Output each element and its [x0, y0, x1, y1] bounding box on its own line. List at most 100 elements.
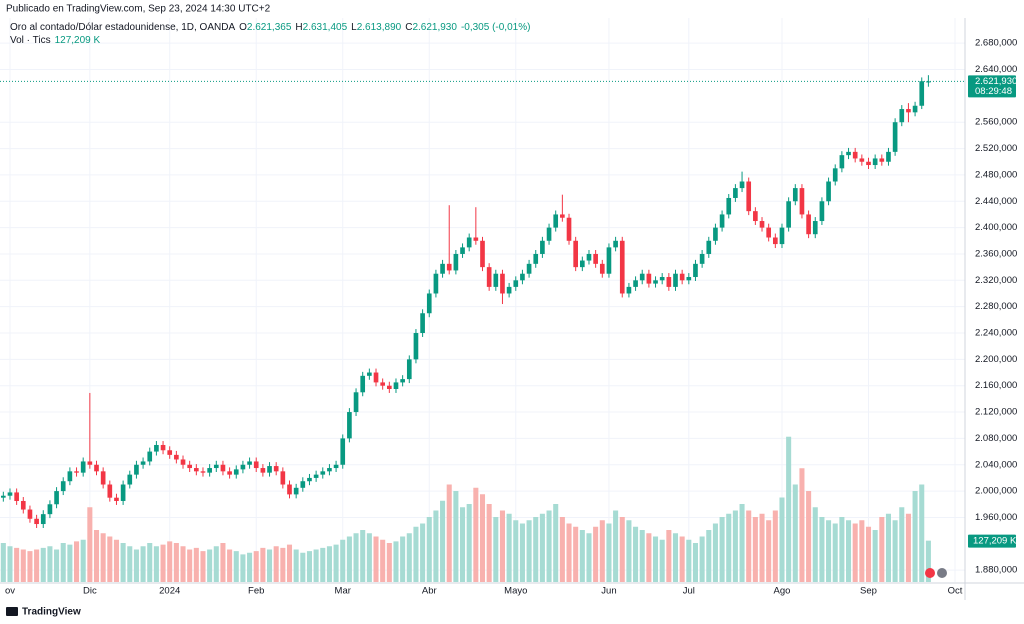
candle-body	[114, 497, 119, 501]
volume-bar	[726, 513, 732, 582]
volume-bar	[732, 510, 738, 582]
candle-body	[513, 280, 519, 287]
volume-bar	[306, 551, 312, 582]
volume-bar	[426, 517, 432, 582]
legend-key: L	[351, 22, 357, 33]
candle-body	[440, 263, 445, 274]
volume-bar	[47, 546, 53, 582]
candle-body	[200, 471, 206, 473]
volume-bar	[286, 544, 293, 582]
volume-bar	[859, 520, 865, 582]
logo-mark	[6, 607, 18, 616]
volume-bar	[759, 513, 765, 582]
y-tick-label: 2.040,000	[975, 459, 1017, 470]
candle-body	[74, 471, 79, 473]
candle-body	[287, 484, 292, 495]
volume-bar	[380, 539, 386, 582]
volume-bar	[533, 517, 539, 582]
volume-bar	[460, 507, 466, 582]
volume-bar	[806, 491, 812, 582]
volume-bar	[440, 500, 446, 582]
volume-bar	[633, 526, 639, 582]
axes: 1.880,000 1.960,000 2.000,000 2.040,000 2.08…	[5, 38, 1017, 597]
volume-bar	[7, 546, 13, 582]
candle-body	[167, 450, 173, 455]
volume-bar	[766, 520, 772, 582]
candle-body	[307, 477, 312, 482]
y-tick-label: 2.240,000	[975, 328, 1017, 339]
candle-body	[872, 158, 878, 166]
volume-bar	[167, 541, 173, 582]
candle-body	[120, 484, 126, 501]
candle-body	[786, 201, 791, 228]
volume-bar	[453, 491, 459, 582]
candle-body	[912, 105, 918, 113]
volume-bar	[273, 546, 279, 582]
candle-body	[360, 375, 366, 393]
volume-bar	[240, 554, 246, 582]
volume-bar	[187, 549, 193, 582]
volume-bar	[313, 549, 319, 582]
volume-bar	[147, 543, 153, 582]
volume-bar	[227, 549, 233, 582]
volume-bar	[60, 543, 66, 582]
candle-body	[673, 273, 678, 287]
volume-bar	[100, 533, 106, 582]
volume-bar	[213, 546, 219, 582]
candle-body	[906, 109, 911, 113]
candle-body	[566, 217, 572, 241]
candle-body	[579, 260, 585, 268]
candle-body	[40, 514, 46, 525]
volume-bar	[247, 552, 253, 582]
candle-body	[846, 151, 851, 156]
candle-body	[253, 461, 259, 469]
volume-bar	[706, 530, 712, 582]
volume-bar	[646, 533, 652, 582]
y-tick-label: 2.200,000	[975, 354, 1017, 365]
x-tick-label: Ago	[774, 586, 791, 597]
candle-body	[380, 382, 386, 386]
candle-body	[220, 464, 226, 472]
candle-body	[646, 273, 652, 284]
candle-body	[546, 227, 552, 241]
candle-body	[693, 263, 698, 278]
volume-tag-label: 127,209 K	[973, 536, 1017, 547]
candle-body	[207, 468, 212, 473]
volume-bar	[127, 546, 133, 582]
candle-body	[619, 240, 625, 294]
candle-body	[553, 214, 559, 228]
candle-body	[107, 484, 113, 498]
candle-body	[327, 468, 332, 472]
volume-bar	[233, 551, 239, 582]
candle-body	[666, 277, 672, 287]
candle-body	[726, 197, 732, 215]
volume-bar	[666, 530, 672, 582]
volume-bar	[559, 517, 565, 582]
volume-tag	[968, 534, 1016, 548]
candle-body	[280, 471, 286, 485]
candle-body	[227, 471, 232, 475]
volume-bar	[566, 523, 572, 582]
candle-body	[859, 158, 865, 162]
candle-body	[599, 263, 605, 274]
y-tick-label: 2.160,000	[975, 380, 1017, 391]
y-tick-label: 2.400,000	[975, 222, 1017, 233]
volume-bar	[499, 510, 505, 582]
candle-body	[160, 444, 166, 451]
candle-layer	[0, 75, 965, 528]
candle-body	[67, 471, 73, 482]
volume-value: 127,209 K	[55, 35, 101, 46]
volume-bar	[173, 543, 179, 582]
volume-bar	[779, 497, 785, 582]
volume-bar	[446, 484, 452, 582]
volume-bar	[133, 549, 139, 582]
candle-body	[839, 155, 845, 169]
legend-value: 2.621,930	[412, 22, 457, 33]
volume-bar	[140, 546, 146, 582]
volume-bar	[326, 546, 332, 582]
candle-body	[586, 253, 592, 261]
candle-body	[812, 221, 818, 235]
candle-body	[134, 464, 139, 475]
candle-body	[686, 277, 692, 281]
candle-body	[540, 240, 545, 254]
